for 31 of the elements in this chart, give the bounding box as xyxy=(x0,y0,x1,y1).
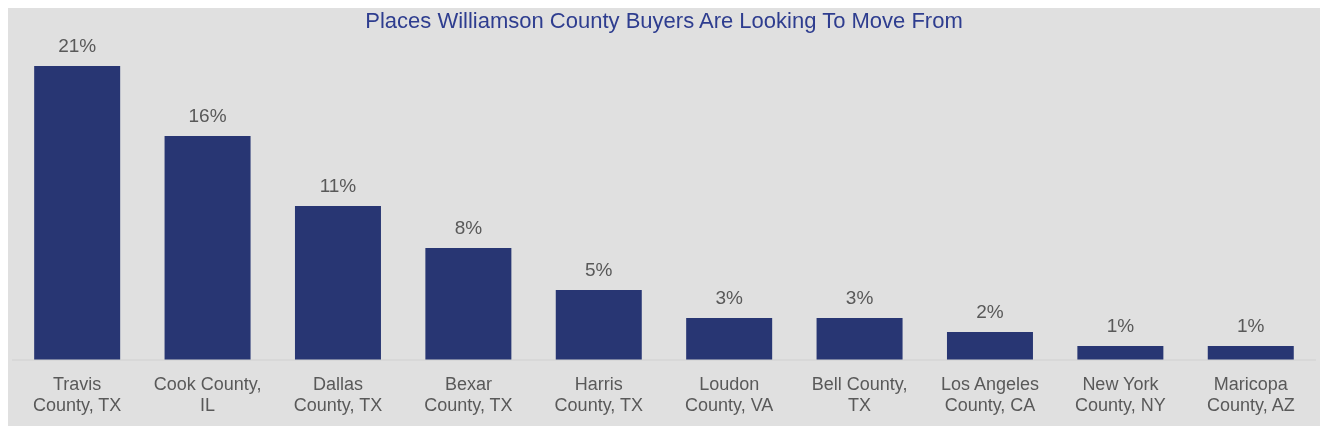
data-label: 3% xyxy=(845,287,874,308)
x-tick-label: Travis County, TX xyxy=(33,374,122,415)
bar xyxy=(294,206,381,360)
bar xyxy=(816,318,903,360)
x-tick-label: Maricopa County, AZ xyxy=(1206,374,1295,415)
x-tick-label: Bexar County, TX xyxy=(424,374,513,415)
x-tick-label: Dallas County, TX xyxy=(293,374,383,415)
data-label: 16% xyxy=(188,105,227,126)
data-label: 21% xyxy=(58,35,97,56)
data-label: 2% xyxy=(976,301,1004,322)
data-label: 1% xyxy=(1106,315,1135,336)
data-label: 1% xyxy=(1237,315,1265,336)
bar xyxy=(425,248,512,360)
bar xyxy=(164,136,251,360)
x-tick-label: Harris County, TX xyxy=(554,374,643,415)
x-tick-label: Loudon County, VA xyxy=(685,374,774,415)
data-label: 5% xyxy=(585,259,613,280)
bar xyxy=(686,318,773,360)
bar xyxy=(34,66,121,360)
bar xyxy=(1077,346,1164,360)
x-tick-label: Los Angeles County, CA xyxy=(940,374,1040,415)
x-tick-label: Cook County, IL xyxy=(153,374,262,415)
x-tick-label: New York County, NY xyxy=(1075,374,1166,415)
x-tick-label: Bell County, TX xyxy=(811,374,908,415)
data-label: 8% xyxy=(454,217,483,238)
data-label: 11% xyxy=(319,175,357,196)
bar xyxy=(1207,346,1294,360)
chart-title: Places Williamson County Buyers Are Looking To Move From xyxy=(364,8,964,34)
data-label: 3% xyxy=(715,287,743,308)
bar xyxy=(555,290,642,360)
bar xyxy=(946,332,1033,360)
